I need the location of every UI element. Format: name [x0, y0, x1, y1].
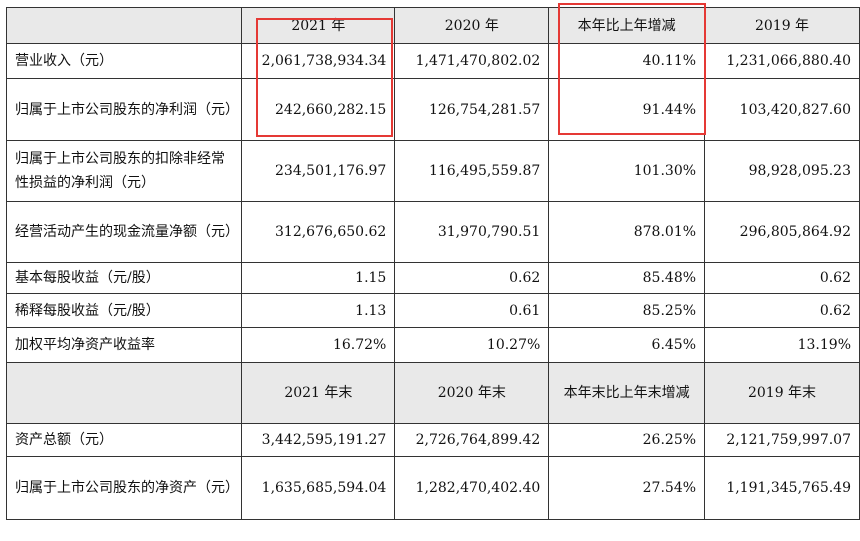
- value-2021: 1.13: [241, 293, 396, 328]
- value-2021: 234,501,176.97: [241, 140, 396, 202]
- row-label: 归属于上市公司股东的扣除非经常性损益的净利润（元）: [5, 140, 243, 202]
- table-row: 稀释每股收益（元/股） 1.13 0.61 85.25% 0.62: [5, 293, 860, 328]
- header2-2020: 2020 年末: [394, 362, 550, 424]
- header-2021: 2021 年: [241, 7, 396, 44]
- header2-change: 本年末比上年末增减: [548, 362, 706, 424]
- value-2020: 2,726,764,899.42: [394, 423, 550, 457]
- table-row: 营业收入（元） 2,061,738,934.34 1,471,470,802.0…: [5, 43, 860, 79]
- value-change: 6.45%: [548, 327, 706, 363]
- value-2021: 1.15: [241, 262, 396, 294]
- value-2019: 0.62: [704, 262, 860, 294]
- value-2020: 31,970,790.51: [394, 201, 550, 263]
- value-2019: 296,805,864.92: [704, 201, 860, 263]
- row-label: 归属于上市公司股东的净利润（元）: [5, 78, 243, 141]
- table-row: 加权平均净资产收益率 16.72% 10.27% 6.45% 13.19%: [5, 327, 860, 363]
- row-label: 稀释每股收益（元/股）: [5, 293, 243, 328]
- header-2020: 2020 年: [394, 7, 550, 44]
- table-header-row-2: 2021 年末 2020 年末 本年末比上年末增减 2019 年末: [5, 362, 860, 424]
- value-change: 878.01%: [548, 201, 706, 263]
- header-blank-cell: [5, 7, 243, 44]
- value-2020: 116,495,559.87: [394, 140, 550, 202]
- value-2020: 1,471,470,802.02: [394, 43, 550, 79]
- value-2019: 0.62: [704, 293, 860, 328]
- row-label: 资产总额（元）: [5, 423, 243, 457]
- table-row: 归属于上市公司股东的扣除非经常性损益的净利润（元） 234,501,176.97…: [5, 140, 860, 202]
- value-2019: 103,420,827.60: [704, 78, 860, 141]
- table-row: 归属于上市公司股东的净资产（元） 1,635,685,594.04 1,282,…: [5, 456, 860, 520]
- value-2020: 126,754,281.57: [394, 78, 550, 141]
- row-label: 营业收入（元）: [5, 43, 243, 79]
- header2-2019: 2019 年末: [704, 362, 860, 424]
- value-2019: 98,928,095.23: [704, 140, 860, 202]
- value-2019: 1,231,066,880.40: [704, 43, 860, 79]
- value-2021: 3,442,595,191.27: [241, 423, 396, 457]
- value-2019: 1,191,345,765.49: [704, 456, 860, 520]
- value-2020: 1,282,470,402.40: [394, 456, 550, 520]
- value-2020: 0.62: [394, 262, 550, 294]
- value-change: 26.25%: [548, 423, 706, 457]
- value-change: 85.25%: [548, 293, 706, 328]
- value-change: 85.48%: [548, 262, 706, 294]
- value-2021: 16.72%: [241, 327, 396, 363]
- table-row: 归属于上市公司股东的净利润（元） 242,660,282.15 126,754,…: [5, 78, 860, 141]
- row-label: 经营活动产生的现金流量净额（元）: [5, 201, 243, 263]
- value-2020: 0.61: [394, 293, 550, 328]
- row-label: 归属于上市公司股东的净资产（元）: [5, 456, 243, 520]
- table-row: 经营活动产生的现金流量净额（元） 312,676,650.62 31,970,7…: [5, 201, 860, 263]
- value-2019: 2,121,759,997.07: [704, 423, 860, 457]
- value-2021: 312,676,650.62: [241, 201, 396, 263]
- value-2021: 2,061,738,934.34: [241, 43, 396, 79]
- table-row: 资产总额（元） 3,442,595,191.27 2,726,764,899.4…: [5, 423, 860, 457]
- value-2019: 13.19%: [704, 327, 860, 363]
- value-2021: 1,635,685,594.04: [241, 456, 396, 520]
- header2-2021: 2021 年末: [241, 362, 396, 424]
- row-label: 加权平均净资产收益率: [5, 327, 243, 363]
- value-change: 101.30%: [548, 140, 706, 202]
- header2-blank-cell: [5, 362, 243, 424]
- value-change: 27.54%: [548, 456, 706, 520]
- table-row: 基本每股收益（元/股） 1.15 0.62 85.48% 0.62: [5, 262, 860, 294]
- table-header-row: 2021 年 2020 年 本年比上年增减 2019 年: [5, 7, 860, 44]
- value-2020: 10.27%: [394, 327, 550, 363]
- financial-table: 2021 年 2020 年 本年比上年增减 2019 年 营业收入（元） 2,0…: [5, 7, 860, 520]
- highlight-box-change: [558, 3, 706, 135]
- row-label: 基本每股收益（元/股）: [5, 262, 243, 294]
- header-2019: 2019 年: [704, 7, 860, 44]
- highlight-box-2021: [256, 18, 393, 137]
- value-change: 91.44%: [548, 78, 706, 141]
